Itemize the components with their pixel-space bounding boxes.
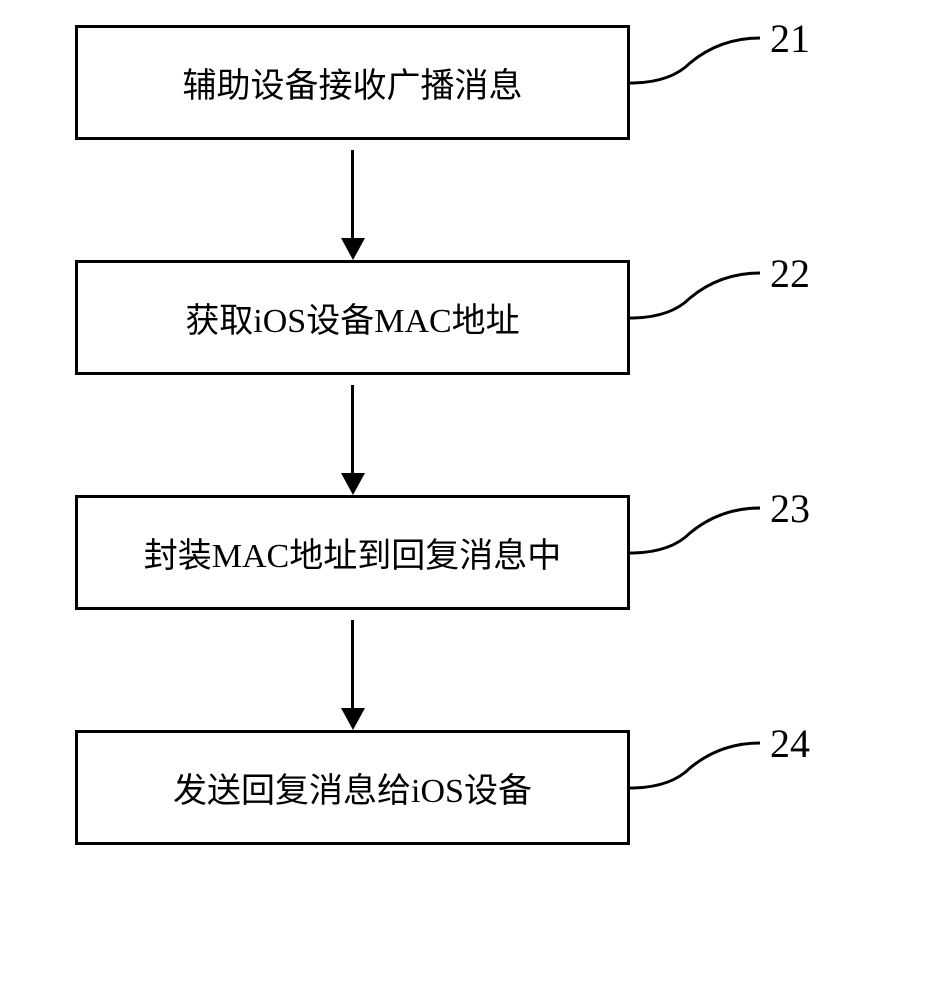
flow-box-text: 获取iOS设备MAC地址 [185,293,519,342]
flow-box: 获取iOS设备MAC地址 [75,260,630,375]
arrow-line [351,620,354,720]
flow-step-1: 辅助设备接收广播消息 21 [75,25,875,140]
flow-step-2: 获取iOS设备MAC地址 22 [75,260,875,375]
flow-box-text: 辅助设备接收广播消息 [183,58,523,107]
flowchart-container: 辅助设备接收广播消息 21 获取iOS设备MAC地址 22 封装MAC地址到回复… [75,25,875,845]
connector-curve [630,503,790,573]
connector-curve [630,268,790,338]
step-label: 21 [770,15,810,62]
arrow-line [351,150,354,250]
connector-curve [630,33,790,103]
connector-curve [630,738,790,808]
flow-step-4: 发送回复消息给iOS设备 24 [75,730,875,845]
flow-arrow [75,140,630,260]
step-label: 22 [770,250,810,297]
arrow-line [351,385,354,485]
arrow-head-icon [341,708,365,730]
arrow-head-icon [341,473,365,495]
flow-arrow [75,610,630,730]
flow-box: 封装MAC地址到回复消息中 [75,495,630,610]
step-label: 23 [770,485,810,532]
flow-step-3: 封装MAC地址到回复消息中 23 [75,495,875,610]
flow-box-text: 封装MAC地址到回复消息中 [144,528,561,577]
flow-box: 发送回复消息给iOS设备 [75,730,630,845]
step-label: 24 [770,720,810,767]
flow-box-text: 发送回复消息给iOS设备 [173,763,532,812]
arrow-head-icon [341,238,365,260]
flow-box: 辅助设备接收广播消息 [75,25,630,140]
flow-arrow [75,375,630,495]
